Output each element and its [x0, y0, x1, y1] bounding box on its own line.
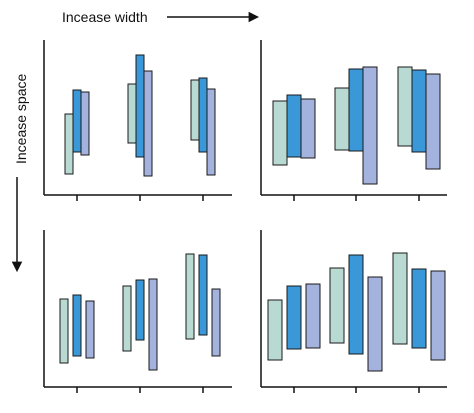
floating-bar — [362, 66, 378, 185]
floating-bar — [59, 298, 69, 364]
floating-bar — [425, 73, 441, 170]
floating-bar — [348, 254, 364, 355]
floating-bar — [392, 252, 408, 345]
floating-bar — [72, 89, 82, 153]
floating-bar — [198, 77, 208, 153]
floating-bar — [411, 268, 427, 349]
floating-bar — [185, 253, 195, 340]
panel-narrow-tight — [43, 40, 232, 201]
increase-space-label: Incease space — [13, 73, 29, 164]
floating-bar — [206, 88, 216, 176]
increase-width-label: Incease width — [62, 9, 148, 25]
floating-bar — [286, 94, 302, 158]
floating-bar — [64, 113, 74, 175]
floating-bar — [127, 83, 137, 144]
floating-bar — [300, 98, 316, 159]
floating-bar — [267, 299, 283, 361]
panel-narrow-spaced — [43, 230, 232, 393]
floating-bar — [430, 270, 446, 361]
floating-bar — [272, 100, 288, 166]
floating-bar — [411, 69, 427, 153]
floating-bar — [198, 254, 208, 336]
panel-wide-tight — [260, 40, 447, 201]
floating-bar — [367, 276, 383, 372]
panel-wide-spaced — [260, 230, 447, 393]
floating-bar — [305, 283, 321, 349]
floating-bar — [72, 294, 82, 357]
floating-bar — [148, 278, 158, 371]
floating-bar — [135, 54, 145, 158]
panels-group — [43, 40, 447, 393]
floating-bar — [80, 91, 90, 156]
floating-bar — [122, 285, 132, 352]
floating-bar — [348, 68, 364, 152]
floating-bar — [211, 288, 221, 357]
floating-bar — [85, 300, 95, 359]
floating-bar — [286, 285, 302, 350]
floating-bar — [190, 79, 200, 141]
floating-bar — [135, 279, 145, 341]
floating-bar — [143, 70, 153, 177]
floating-bar — [329, 267, 345, 344]
floating-bar — [397, 66, 413, 147]
floating-bar — [334, 87, 350, 151]
